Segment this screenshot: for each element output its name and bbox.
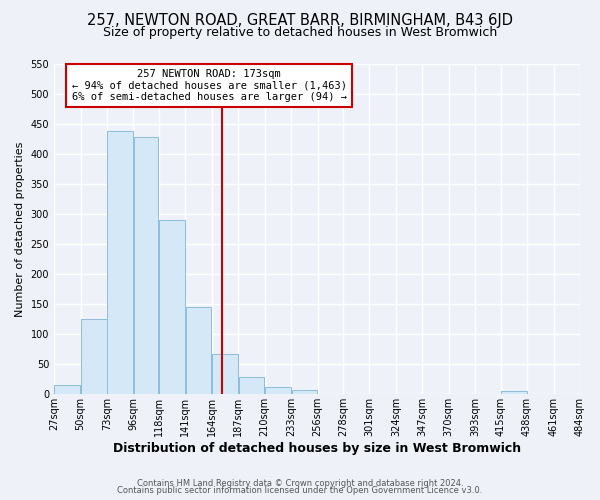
Text: Contains HM Land Registry data © Crown copyright and database right 2024.: Contains HM Land Registry data © Crown c… — [137, 478, 463, 488]
Bar — [134, 138, 158, 394]
Bar — [185, 307, 211, 394]
Bar — [265, 387, 291, 394]
Text: Size of property relative to detached houses in West Bromwich: Size of property relative to detached ho… — [103, 26, 497, 39]
Bar — [292, 390, 317, 394]
Bar — [239, 378, 264, 394]
X-axis label: Distribution of detached houses by size in West Bromwich: Distribution of detached houses by size … — [113, 442, 521, 455]
Bar — [501, 392, 527, 394]
Y-axis label: Number of detached properties: Number of detached properties — [15, 142, 25, 317]
Bar — [159, 220, 185, 394]
Text: 257 NEWTON ROAD: 173sqm
← 94% of detached houses are smaller (1,463)
6% of semi-: 257 NEWTON ROAD: 173sqm ← 94% of detache… — [71, 69, 347, 102]
Text: Contains public sector information licensed under the Open Government Licence v3: Contains public sector information licen… — [118, 486, 482, 495]
Text: 257, NEWTON ROAD, GREAT BARR, BIRMINGHAM, B43 6JD: 257, NEWTON ROAD, GREAT BARR, BIRMINGHAM… — [87, 12, 513, 28]
Bar — [212, 354, 238, 395]
Bar — [107, 132, 133, 394]
Bar — [55, 386, 80, 394]
Bar — [81, 319, 107, 394]
